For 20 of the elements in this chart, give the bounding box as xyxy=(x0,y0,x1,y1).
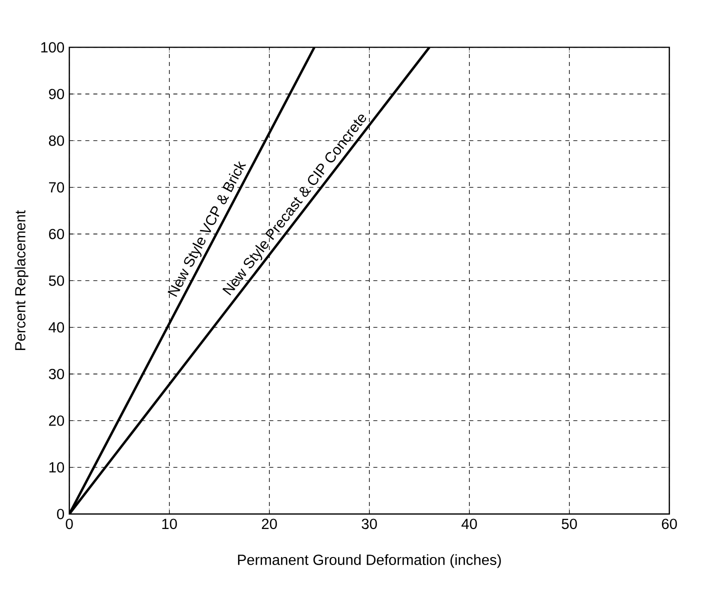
y-tick-label: 60 xyxy=(49,228,64,240)
y-tick-label: 90 xyxy=(49,88,64,100)
x-tick-label: 40 xyxy=(462,518,477,530)
y-tick-label: 40 xyxy=(48,322,64,333)
x-tick-label: 0 xyxy=(66,518,73,530)
y-tick-label: 20 xyxy=(49,415,64,426)
x-axis-title: Permanent Ground Deformation (inches) xyxy=(238,554,501,568)
y-tick-label: 10 xyxy=(49,462,64,473)
x-tick-label: 10 xyxy=(162,518,177,530)
y-tick-label: 80 xyxy=(48,135,64,146)
x-tick-label: 30 xyxy=(362,518,377,530)
y-tick-label: 70 xyxy=(49,182,64,193)
y-tick-label: 100 xyxy=(41,42,64,53)
y-tick-label: 50 xyxy=(48,275,64,286)
x-tick-label: 20 xyxy=(262,518,277,530)
y-axis-title: Percent Replacement xyxy=(14,210,28,350)
x-tick-label: 50 xyxy=(562,518,577,530)
y-tick-label: 30 xyxy=(48,368,64,380)
y-tick-label: 0 xyxy=(57,508,64,520)
x-tick-label: 60 xyxy=(662,518,677,530)
